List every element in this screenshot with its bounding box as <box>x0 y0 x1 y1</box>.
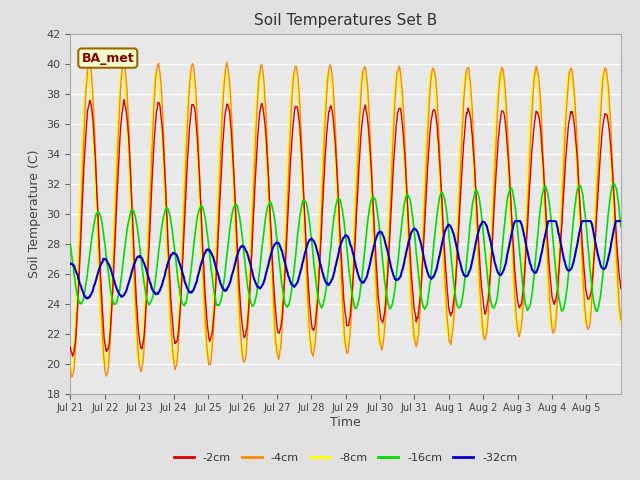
Title: Soil Temperatures Set B: Soil Temperatures Set B <box>254 13 437 28</box>
Text: BA_met: BA_met <box>81 51 134 65</box>
X-axis label: Time: Time <box>330 416 361 429</box>
Legend: -2cm, -4cm, -8cm, -16cm, -32cm: -2cm, -4cm, -8cm, -16cm, -32cm <box>170 448 522 467</box>
Y-axis label: Soil Temperature (C): Soil Temperature (C) <box>28 149 41 278</box>
